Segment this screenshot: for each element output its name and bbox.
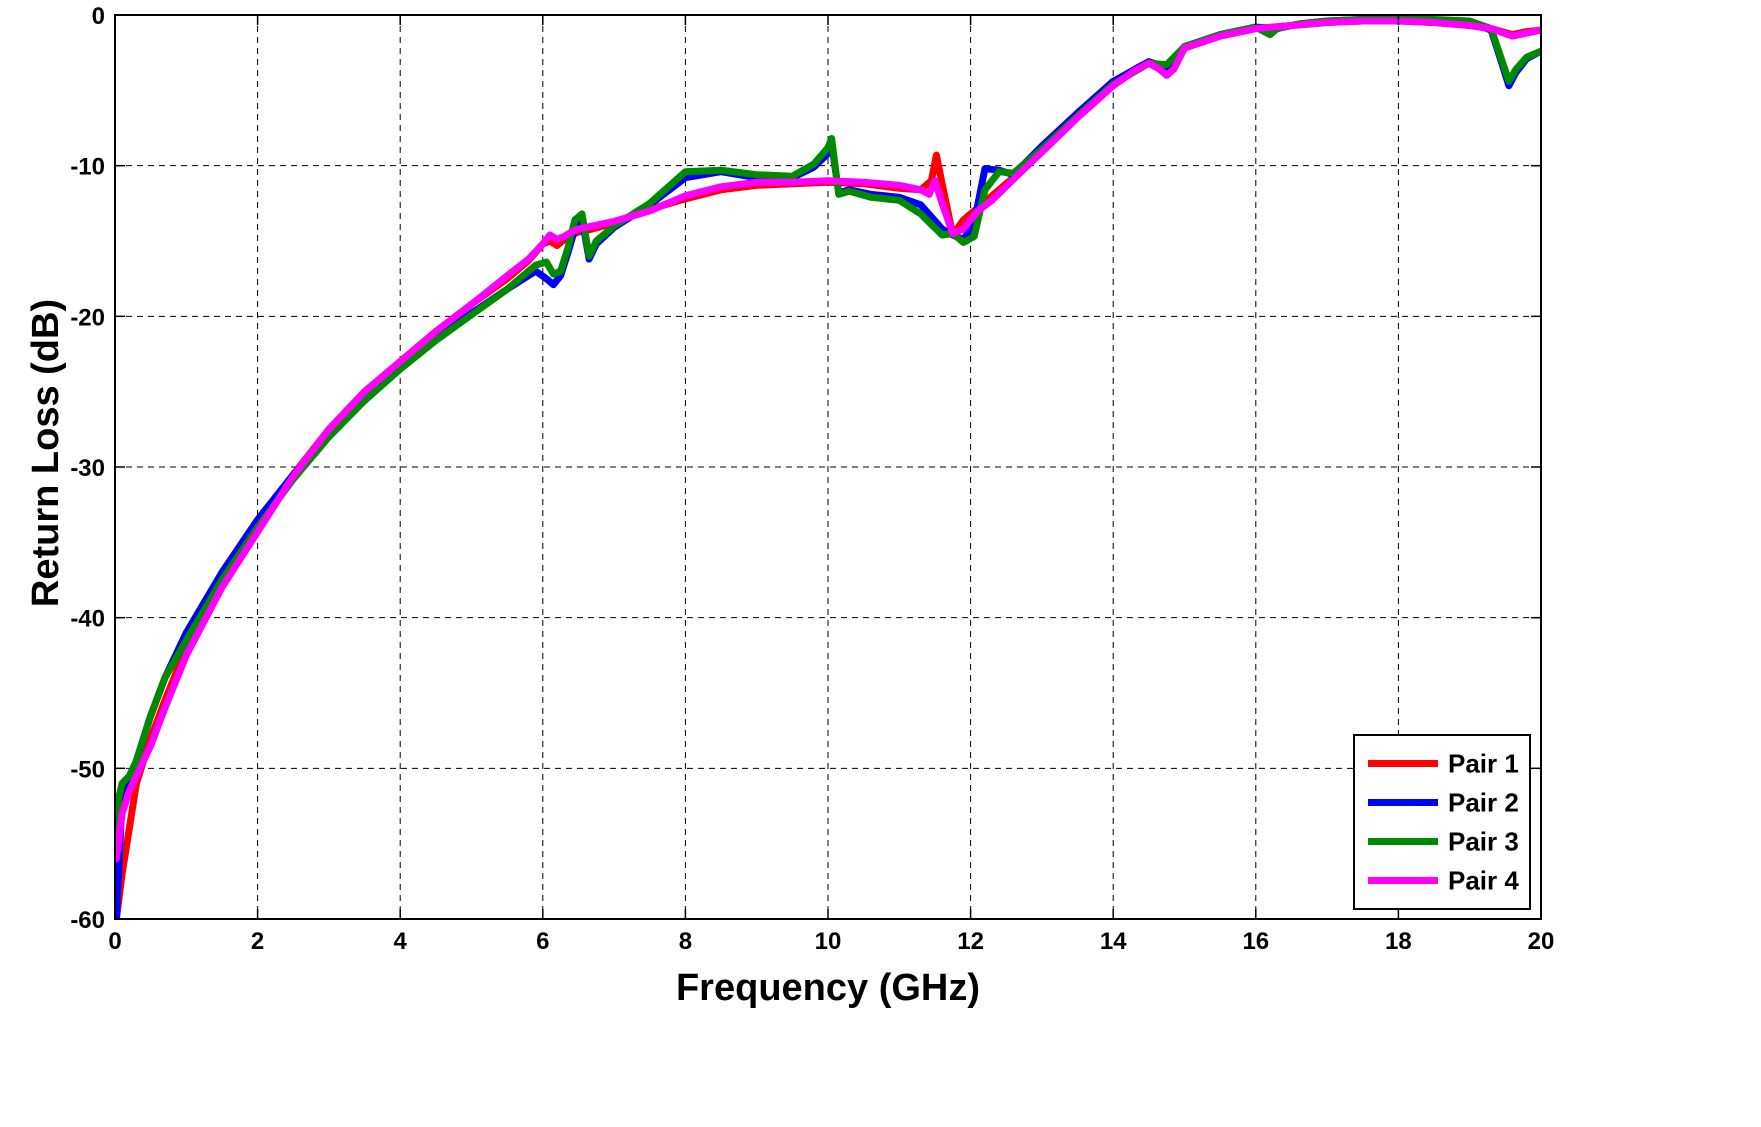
y-tick-label: -60: [70, 907, 105, 934]
legend-label: Pair 3: [1448, 827, 1519, 857]
y-tick-label: -30: [70, 455, 105, 482]
legend-label: Pair 2: [1448, 788, 1519, 818]
legend-label: Pair 4: [1448, 866, 1519, 896]
plot-series: [115, 16, 1541, 919]
x-tick-label: 12: [957, 928, 984, 955]
series-line-pair-4: [115, 17, 1541, 863]
grid: [115, 15, 1541, 919]
y-tick-label: -50: [70, 756, 105, 783]
y-tick-label: -20: [70, 304, 105, 331]
legend-label: Pair 1: [1448, 749, 1519, 779]
x-tick-label: 4: [394, 928, 408, 955]
x-axis-label: Frequency (GHz): [676, 967, 980, 1009]
x-tick-label: 10: [815, 928, 842, 955]
axis-ticks: 0 2 4 6 8 10 12 14 16 18 20 -60 -50 -40 -30 -20 -10 0: [70, 3, 1554, 955]
legend: Pair 1 Pair 2 Pair 3 Pair 4: [1353, 734, 1531, 910]
x-tick-label: 14: [1100, 928, 1127, 955]
y-tick-label: -10: [70, 154, 105, 181]
x-tick-label: 18: [1385, 928, 1412, 955]
y-tick-label: 0: [92, 3, 105, 30]
x-tick-label: 20: [1528, 928, 1555, 955]
x-tick-label: 16: [1242, 928, 1269, 955]
y-axis-label: Return Loss (dB): [25, 299, 67, 607]
x-tick-label: 0: [108, 928, 121, 955]
y-tick-label: -40: [70, 606, 105, 633]
x-tick-label: 2: [251, 928, 264, 955]
x-tick-label: 8: [679, 928, 692, 955]
x-tick-label: 6: [536, 928, 549, 955]
